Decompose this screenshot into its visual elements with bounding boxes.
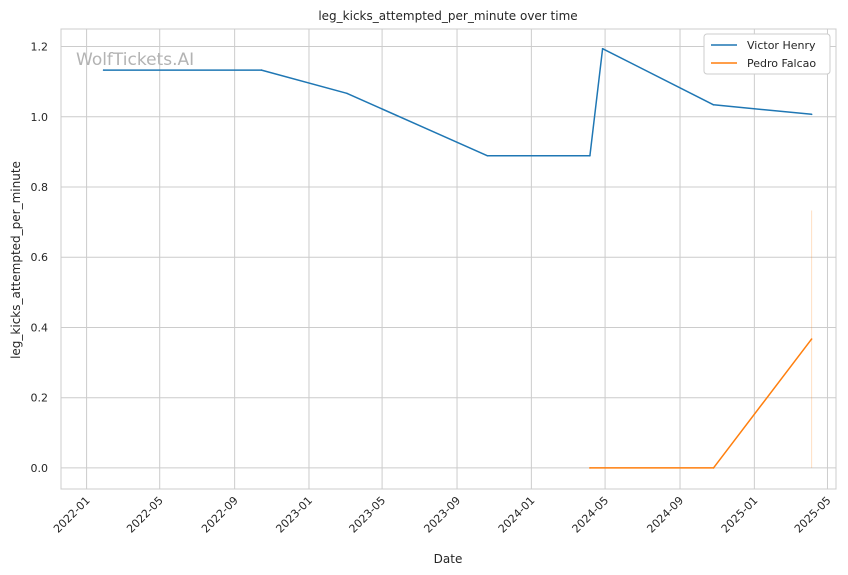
y-tick-label: 0.4: [31, 321, 49, 334]
x-axis-label: Date: [434, 552, 463, 566]
y-tick-label: 0.6: [31, 251, 49, 264]
y-tick-label: 0.0: [31, 462, 49, 475]
data-point-victor-henry: [486, 154, 489, 157]
legend-box: [703, 33, 831, 75]
y-tick-labels: 0.0 0.2 0.4 0.6 0.8 1.0 1.2: [31, 41, 49, 475]
series-lines: [102, 47, 813, 469]
data-point-pedro-falcao: [810, 338, 813, 340]
data-point-victor-henry: [712, 104, 715, 106]
data-point-victor-henry: [345, 92, 348, 95]
x-gridlines: [86, 29, 828, 489]
data-point-pedro-falcao: [589, 467, 591, 469]
series-line-victor-henry: [103, 47, 812, 157]
legend: Victor Henry Pedro Falcao: [703, 33, 831, 75]
y-tick-label: 0.8: [31, 181, 49, 194]
chart-title: leg_kicks_attempted_per_minute over time: [318, 9, 577, 23]
data-point-victor-henry: [260, 69, 263, 71]
watermark: WolfTickets.AI: [76, 50, 194, 70]
plot-area: [60, 28, 837, 490]
y-tick-label: 1.0: [31, 111, 49, 124]
data-point-victor-henry: [601, 47, 604, 50]
y-tick-label: 0.2: [31, 392, 49, 405]
data-point-victor-henry: [810, 113, 813, 116]
legend-label-pedro-falcao: Pedro Falcao: [747, 57, 816, 70]
data-point-pedro-falcao: [712, 467, 715, 469]
legend-label-victor-henry: Victor Henry: [747, 39, 816, 52]
y-axis-label: leg_kicks_attempted_per_minute: [9, 161, 23, 359]
data-point-victor-henry: [589, 154, 591, 157]
data-point-victor-henry: [102, 69, 105, 71]
y-tick-label: 1.2: [31, 41, 49, 54]
